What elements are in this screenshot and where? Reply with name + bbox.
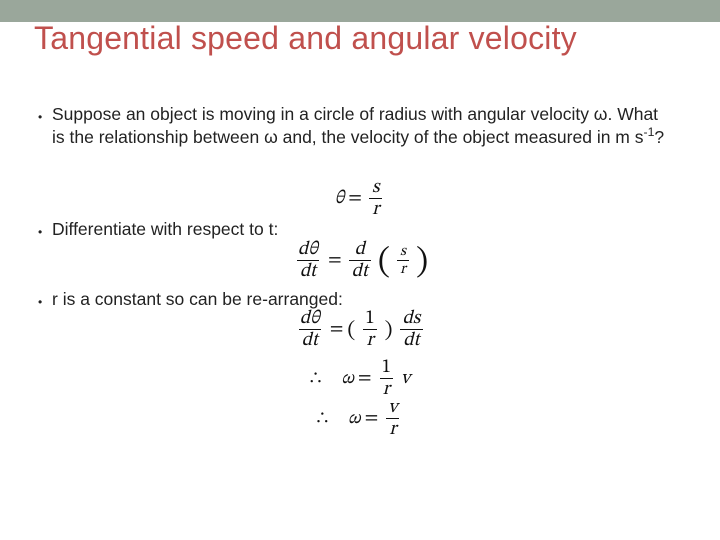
eq5-num: v (385, 398, 400, 418)
theta-symbol: θ (335, 187, 345, 211)
eq2-rhs-outer-num: d (352, 240, 368, 260)
eq2-rhs-outer-den: dt (349, 260, 371, 281)
omega-symbol: ω (348, 407, 361, 431)
eq4-num: 1 (379, 358, 394, 378)
eq2-lhs-den: dt (297, 260, 319, 281)
eq3-lhs-den: dt (299, 329, 321, 350)
eq2-inner-den: r (397, 260, 409, 277)
therefore-symbol: ∴ (317, 407, 328, 430)
eq2-inner-num: s (397, 244, 409, 260)
differentiate-text: Differentiate with respect to t: (52, 218, 674, 240)
eq1-num: s (369, 178, 383, 198)
slide: Tangential speed and angular velocity • … (0, 0, 720, 540)
therefore-symbol: ∴ (310, 367, 321, 390)
intro-paragraph: Suppose an object is moving in a circle … (52, 103, 674, 149)
equation-omega-v-over-r: ∴ ω = v r (0, 398, 720, 440)
eq3-lhs-num: dθ (297, 309, 323, 329)
eq3-mid-num: 1 (362, 309, 377, 329)
equation-rearranged: dθ dt = ( 1 r ) ds dt (0, 309, 720, 351)
eq5-den: r (386, 418, 399, 439)
eq3-right-num: ds (400, 309, 424, 329)
equation-dtheta-dt: dθ dt = d dt ( s r ) (0, 240, 720, 282)
title-wrap: Tangential speed and angular velocity (34, 20, 660, 58)
eq3-right-den: dt (400, 329, 422, 350)
constant-text: r is a constant so can be re-arranged: (52, 288, 674, 310)
omega-symbol: ω (341, 367, 354, 391)
eq2-lhs-num: dθ (295, 240, 321, 260)
eq4-den: r (380, 378, 393, 399)
slide-title: Tangential speed and angular velocity (34, 20, 660, 58)
equation-omega-1r-v: ∴ ω = 1 r v (0, 358, 720, 400)
bullet-dot: • (38, 222, 42, 242)
eq1-den: r (369, 198, 382, 219)
equation-theta-s-over-r: θ = s r (0, 178, 720, 220)
bullet-dot: • (38, 107, 42, 127)
eq3-mid-den: r (363, 329, 376, 350)
header-bar (0, 0, 720, 22)
eq4-tail: v (401, 367, 410, 391)
